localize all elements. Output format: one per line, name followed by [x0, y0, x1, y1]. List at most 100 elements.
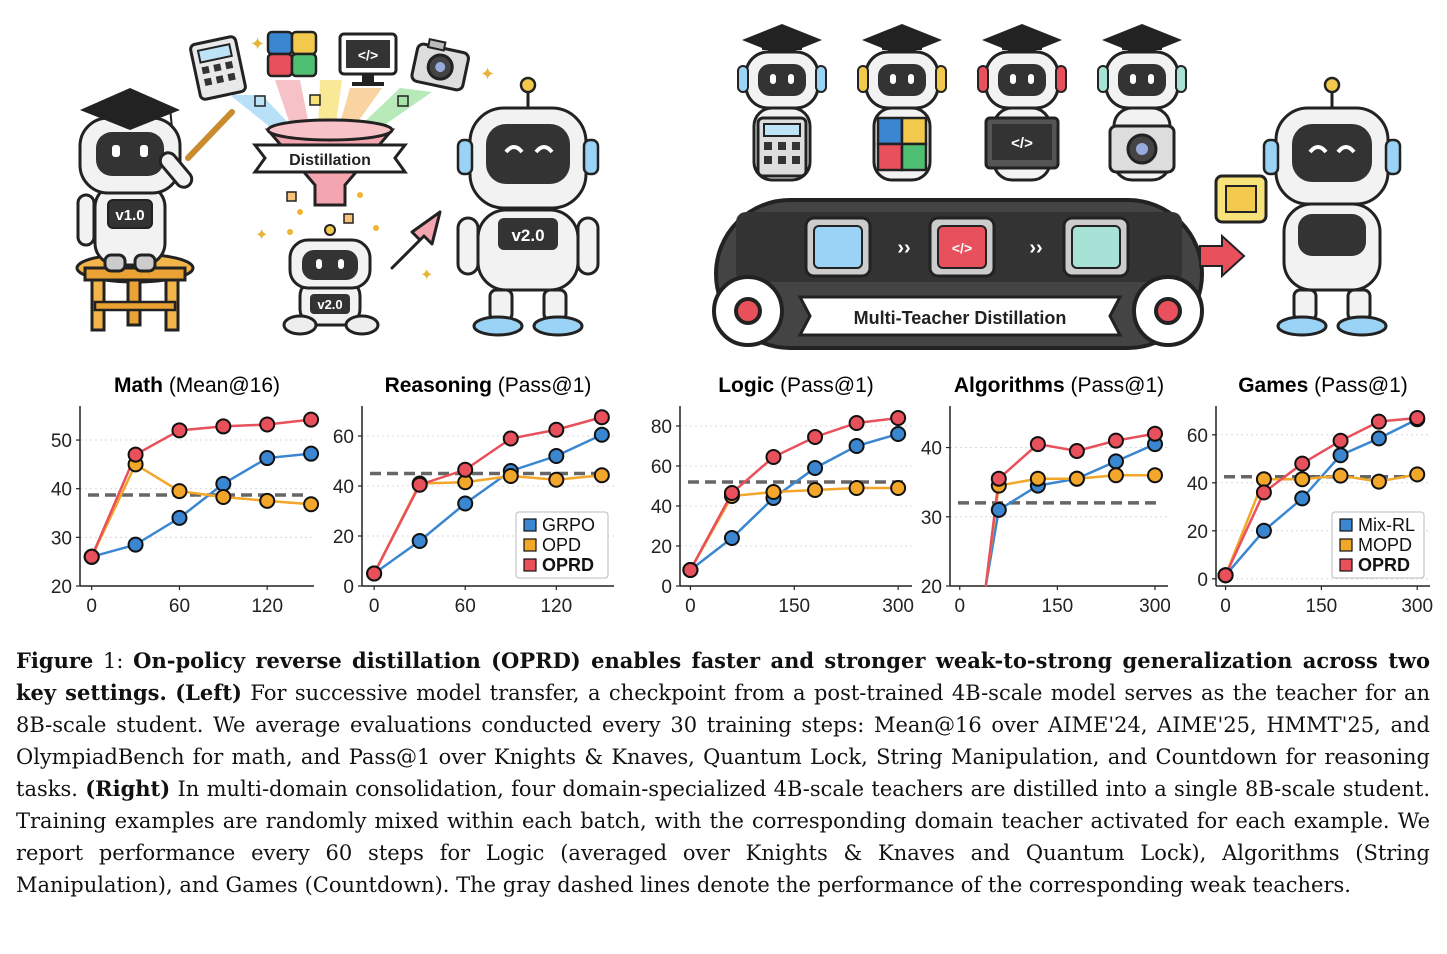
- figure-number: 1:: [103, 649, 124, 673]
- chart-title: Reasoning (Pass@1): [385, 374, 592, 397]
- chart-title-bold: Math: [114, 374, 163, 397]
- chart-title: Logic (Pass@1): [718, 374, 874, 397]
- data-point-oprd: [1409, 410, 1426, 426]
- data-point-mix-rl: [807, 460, 824, 476]
- figure-illustrations: v1.0: [75, 24, 1402, 350]
- data-point-mopd: [1146, 467, 1163, 484]
- legend-swatch-oprd: [523, 558, 537, 572]
- x-tick-label: 150: [1306, 596, 1338, 617]
- x-tick-label: 300: [1401, 596, 1433, 617]
- data-point-grpo: [259, 450, 276, 467]
- y-tick-label: 50: [51, 431, 72, 452]
- y-tick-label: 20: [651, 537, 672, 558]
- data-point-mix-rl: [848, 438, 865, 454]
- legend-label-grpo: GRPO: [542, 515, 595, 535]
- data-point-oprd: [990, 470, 1007, 487]
- y-tick-label: 0: [661, 577, 672, 598]
- legend-swatch-opd: [523, 538, 537, 552]
- data-point-grpo: [127, 536, 144, 553]
- data-point-oprd: [1107, 432, 1124, 449]
- multi-student-robot: [1214, 76, 1402, 337]
- teacher-robot: v1.0: [76, 88, 235, 273]
- caption-right-text: In multi-domain consolidation, four doma…: [16, 777, 1430, 897]
- conveyor-belt-icon: </> ›› ›› Multi-Teacher Distillation: [712, 198, 1204, 350]
- chart-title-metric: (Mean@16): [163, 374, 280, 397]
- svg-text:››: ››: [897, 237, 910, 259]
- chart-title-bold: Logic: [718, 374, 774, 397]
- chart-title-metric: (Pass@1): [1308, 374, 1408, 397]
- teacher-badge: v1.0: [115, 207, 144, 224]
- chart-algorithms: Algorithms (Pass@1) 20 30 40 0 150 300: [921, 374, 1171, 617]
- svg-text:✦: ✦: [480, 64, 495, 84]
- teacher-robots: </>: [737, 24, 1187, 182]
- data-point-mix-rl: [723, 530, 740, 546]
- caption-bold-lead: On-policy reverse distillation (OPRD) en…: [16, 648, 1430, 705]
- data-point-opd: [593, 467, 610, 484]
- svg-text:››: ››: [1029, 237, 1042, 259]
- data-point-oprd: [83, 548, 100, 565]
- data-point-oprd: [127, 446, 144, 463]
- chart-games: Games (Pass@1) 0 20 40 60 0 150 300 Mix-RLMOPDOP…: [1187, 374, 1433, 617]
- data-point-mopd: [1294, 471, 1311, 488]
- student-badge: v2.0: [511, 226, 544, 245]
- y-tick-label: 40: [51, 480, 72, 501]
- distillation-banner: Distillation: [251, 143, 409, 174]
- funnel-label: Distillation: [289, 152, 371, 169]
- y-tick-label: 40: [333, 477, 354, 498]
- data-point-oprd: [303, 411, 320, 428]
- data-point-grpo: [548, 448, 565, 464]
- y-tick-label: 80: [651, 417, 672, 438]
- data-point-oprd: [765, 449, 782, 465]
- data-point-mopd: [1029, 470, 1046, 487]
- data-point-opd: [215, 488, 232, 505]
- student-robot: v2.0: [456, 76, 600, 337]
- data-point-oprd: [807, 429, 824, 445]
- data-point-oprd: [457, 461, 474, 478]
- x-tick-label: 0: [86, 596, 97, 617]
- y-tick-label: 60: [333, 427, 354, 448]
- data-point-oprd: [502, 430, 519, 447]
- data-point-grpo: [457, 495, 474, 512]
- chart-reasoning: Reasoning (Pass@1) 0 20 40 60 0 60 120 GRPOOPDOP…: [333, 374, 614, 617]
- figure-label: Figure: [16, 648, 94, 673]
- x-tick-label: 0: [954, 596, 965, 617]
- x-tick-label: 120: [540, 596, 572, 617]
- data-point-mix-rl: [1107, 453, 1124, 470]
- calculator-icon: [189, 35, 247, 101]
- data-point-opd: [259, 492, 276, 509]
- data-point-oprd: [215, 418, 232, 435]
- left-illustration: v1.0: [75, 30, 600, 337]
- data-point-mopd: [1255, 471, 1272, 488]
- y-tick-label: 60: [651, 457, 672, 478]
- data-point-mopd: [1068, 470, 1085, 487]
- x-tick-label: 0: [1220, 596, 1231, 617]
- belt-label: Multi-Teacher Distillation: [854, 308, 1067, 328]
- data-point-mix-rl: [1370, 430, 1387, 447]
- chart-math: Math (Mean@16) 20 30 40 50 0 60 120: [51, 374, 320, 617]
- x-tick-label: 120: [251, 596, 283, 617]
- data-point-opd: [171, 483, 188, 500]
- data-point-grpo: [593, 426, 610, 443]
- y-tick-label: 30: [921, 508, 942, 529]
- y-tick-label: 20: [333, 527, 354, 548]
- series-line-mopd: [689, 486, 899, 571]
- data-point-oprd: [1068, 443, 1085, 459]
- camera-icon: [1108, 124, 1176, 174]
- data-point-mopd: [1107, 467, 1124, 484]
- svg-text:</>: </>: [358, 47, 378, 63]
- data-point-oprd: [682, 562, 699, 578]
- svg-text:</>: </>: [1011, 135, 1033, 152]
- legend-label-opd: OPD: [542, 535, 581, 555]
- y-tick-label: 0: [1197, 570, 1208, 591]
- code-icon: </>: [984, 116, 1060, 170]
- data-point-oprd: [1029, 436, 1046, 453]
- x-tick-label: 150: [778, 596, 810, 617]
- child-robot: v2.0: [282, 224, 380, 336]
- data-point-mopd: [1370, 473, 1387, 490]
- x-tick-label: 300: [882, 596, 914, 617]
- legend: [515, 511, 609, 579]
- legend-swatch-oprd: [1339, 558, 1353, 572]
- data-point-oprd: [848, 415, 865, 431]
- caption-right-tag: (Right): [85, 776, 171, 801]
- code-icon: </>: [338, 32, 398, 86]
